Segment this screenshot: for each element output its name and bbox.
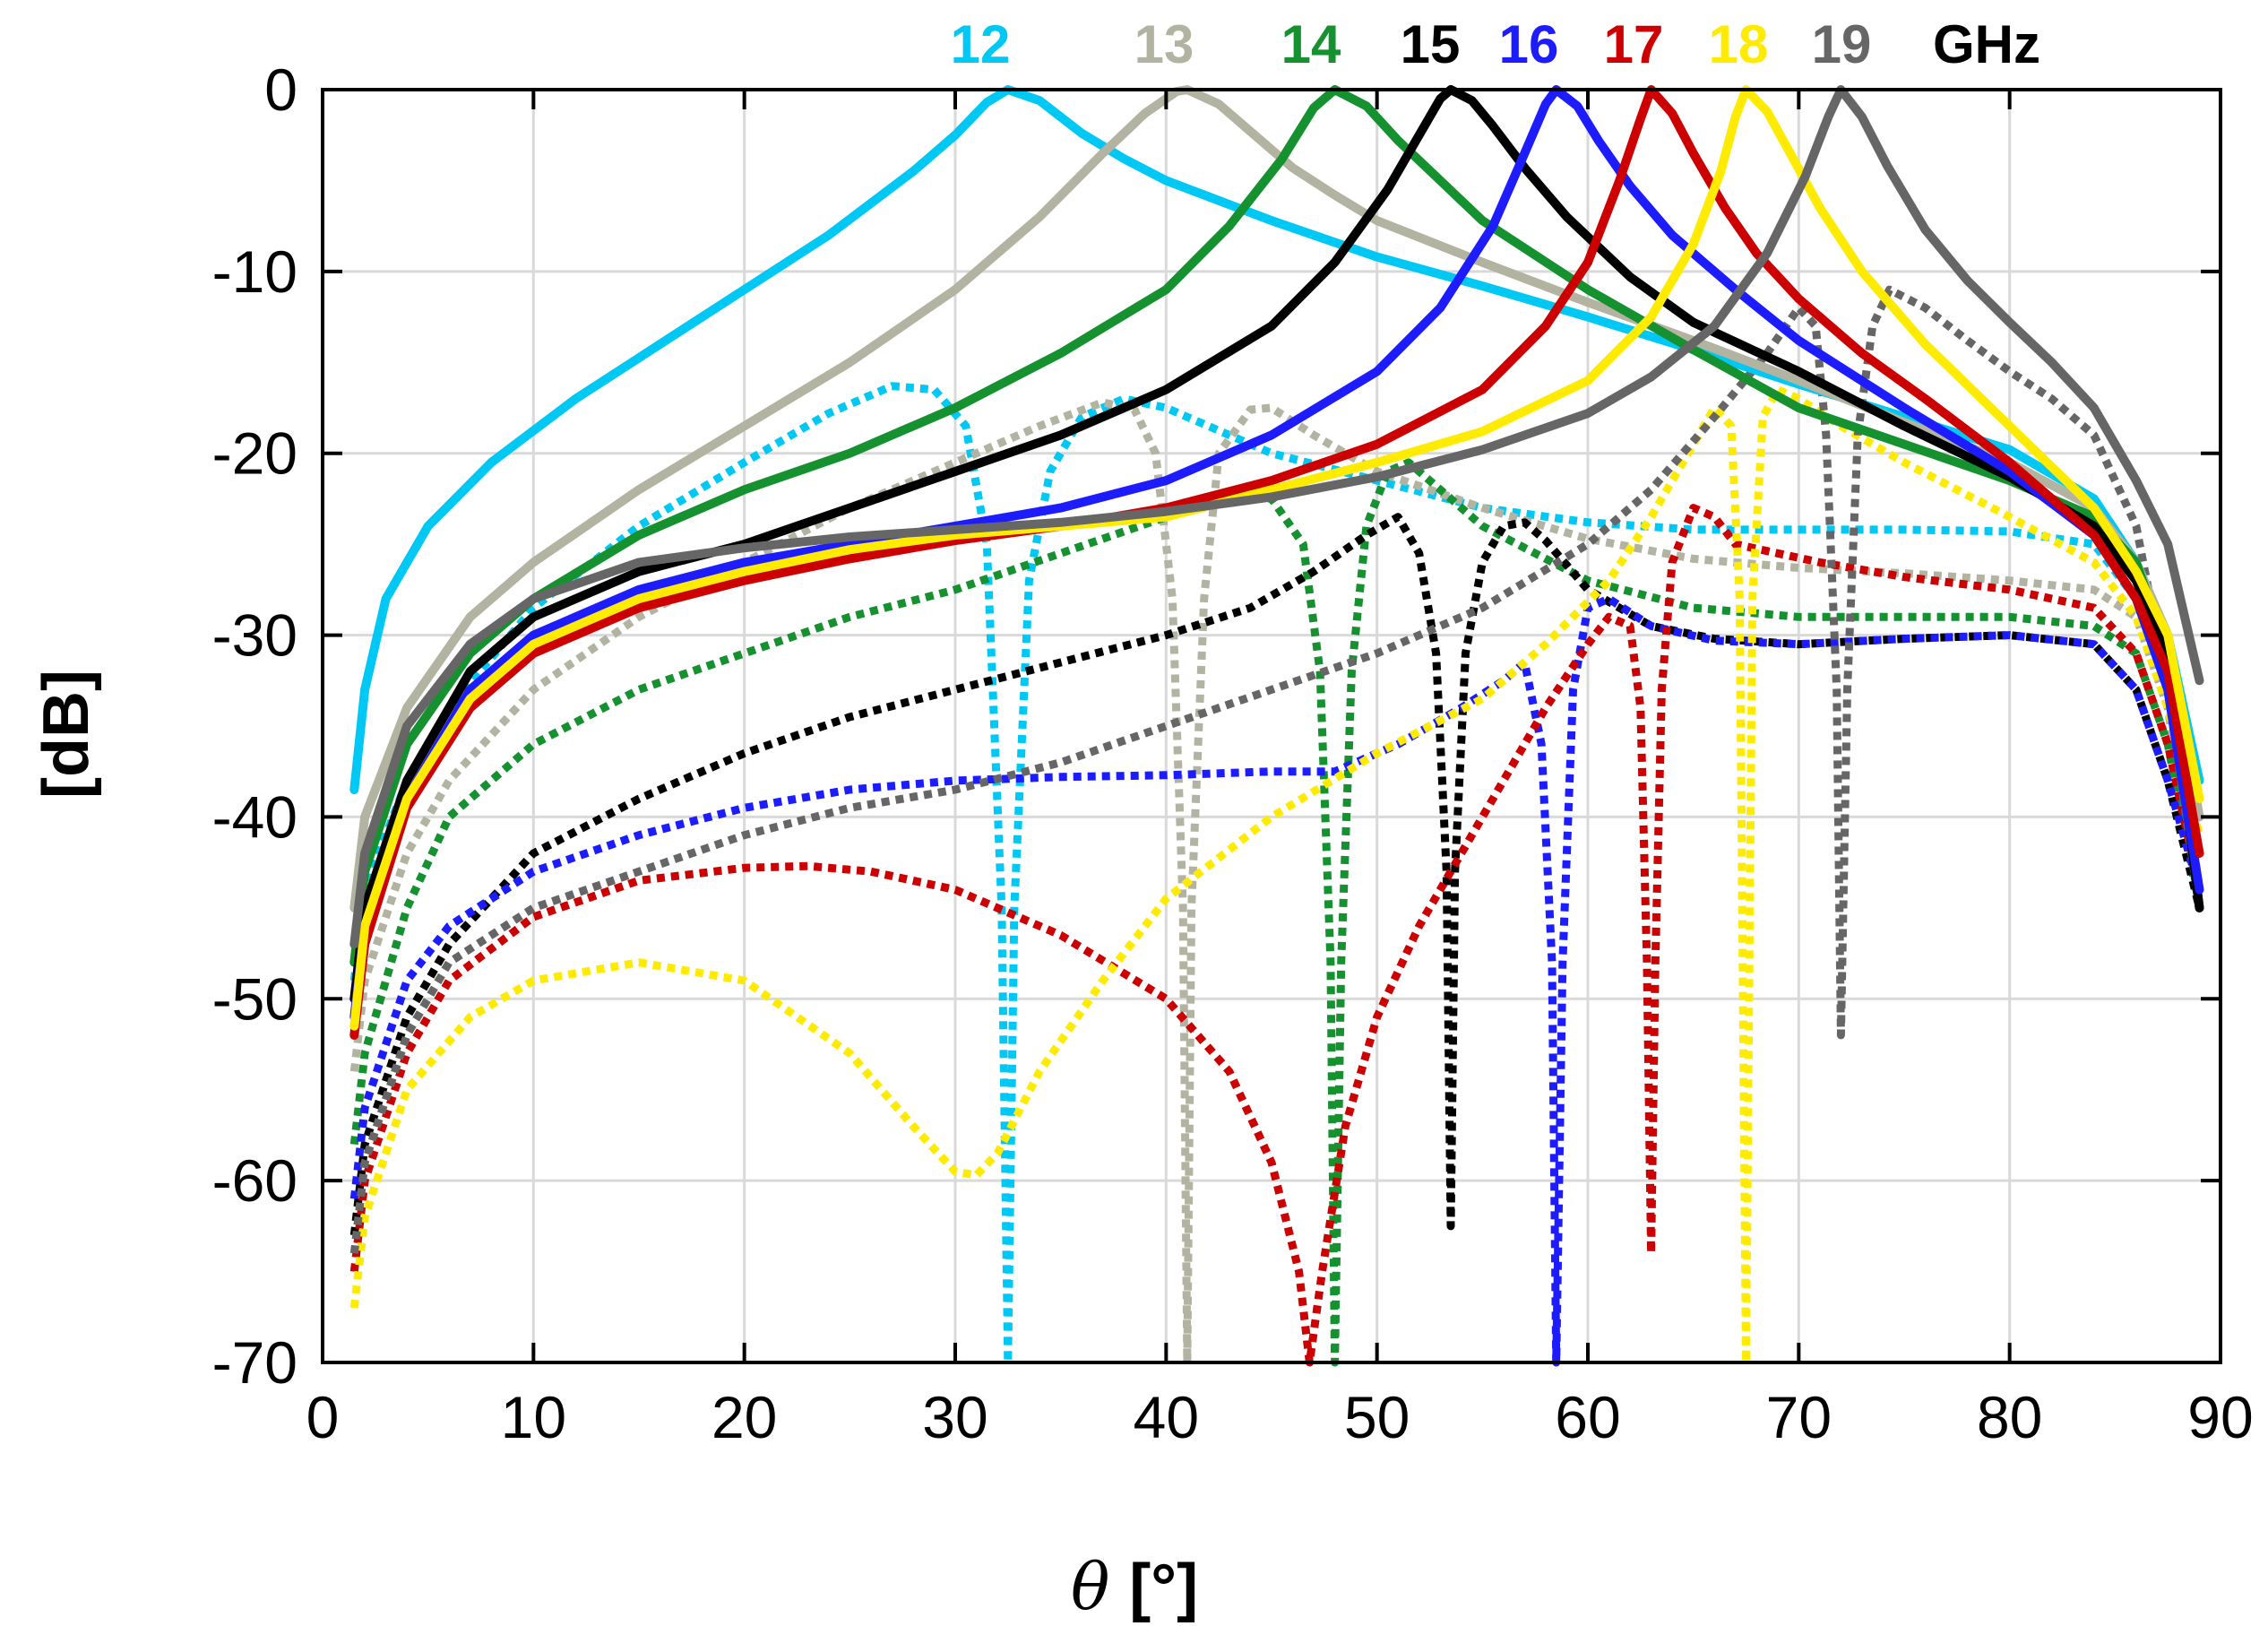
legend-label-14: 14 <box>1281 14 1341 74</box>
x-tick-label-20: 20 <box>711 1384 777 1450</box>
series-17-ghz-solid-line <box>349 85 2204 1040</box>
legend-label-18: 18 <box>1709 14 1769 74</box>
series-19-ghz-solid-line <box>349 85 2204 949</box>
series-16-ghz-solid-line <box>349 85 2204 1022</box>
series-13-ghz-dotted-line <box>349 398 2203 1367</box>
legend-unit-label: GHz <box>1933 14 2040 74</box>
series-18-ghz-solid-line <box>349 85 2204 1031</box>
y-tick-labels: 0 -10 -20 -30 -40 -50 -60 -70 <box>212 56 298 1396</box>
y-tick-label--30: -30 <box>212 602 298 669</box>
y-tick-label--10: -10 <box>212 238 298 305</box>
y-axis-label: [dB] <box>30 670 102 799</box>
y-tick-label--50: -50 <box>212 965 298 1032</box>
legend-label-13: 13 <box>1134 14 1194 74</box>
legend-label-17: 17 <box>1604 14 1664 74</box>
solid-series-layer <box>349 85 2204 1040</box>
x-tick-label-30: 30 <box>922 1384 987 1450</box>
y-tick-label--40: -40 <box>212 783 298 850</box>
x-tick-labels: 0 10 20 30 40 50 60 70 80 90 <box>306 1384 2254 1450</box>
series-17-ghz-dotted-line <box>349 504 2203 1367</box>
x-tick-label-90: 90 <box>2187 1384 2253 1450</box>
x-tick-label-60: 60 <box>1555 1384 1620 1450</box>
y-tick-label--20: -20 <box>212 420 298 487</box>
series-12-ghz-dotted-line <box>349 382 2203 1367</box>
x-tick-label-80: 80 <box>1977 1384 2042 1450</box>
legend-label-15: 15 <box>1401 14 1461 74</box>
x-tick-label-40: 40 <box>1134 1384 1199 1450</box>
y-tick-label--60: -60 <box>212 1147 298 1214</box>
x-tick-label-50: 50 <box>1344 1384 1410 1450</box>
legend-label-16: 16 <box>1499 14 1559 74</box>
x-tick-label-0: 0 <box>306 1384 340 1450</box>
x-axis-label: θ [°] <box>1071 1549 1198 1624</box>
legend-label-12: 12 <box>951 14 1011 74</box>
series-13-ghz-solid-line <box>349 85 2204 912</box>
series-layer <box>349 85 2204 1367</box>
x-tick-label-70: 70 <box>1766 1384 1832 1450</box>
y-tick-label--70: -70 <box>212 1329 298 1396</box>
series-14-ghz-solid-line <box>349 85 2204 967</box>
plot-frame <box>321 88 2222 1364</box>
y-tick-label-0: 0 <box>264 56 298 123</box>
axis-ticks <box>321 88 2222 1364</box>
legend: 12 13 14 15 16 17 18 19 GHz <box>951 14 2040 74</box>
x-axis-label-symbol: θ <box>1071 1549 1109 1624</box>
series-15-ghz-solid-line <box>349 85 2204 1004</box>
x-tick-label-10: 10 <box>501 1384 566 1450</box>
x-axis-label-unit: [°] <box>1129 1552 1198 1623</box>
legend-label-19: 19 <box>1812 14 1872 74</box>
